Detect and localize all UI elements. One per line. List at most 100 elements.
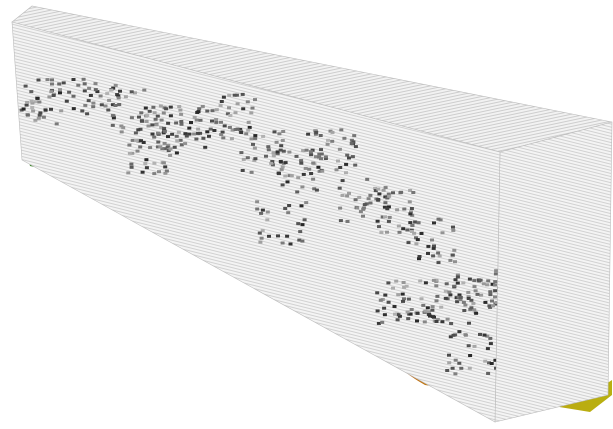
damage-cell xyxy=(486,347,490,350)
damage-cell xyxy=(483,360,487,363)
damage-cell xyxy=(387,220,391,223)
damage-cell xyxy=(163,165,167,168)
damage-cell xyxy=(139,111,143,114)
damage-cell xyxy=(435,299,439,302)
damage-cell xyxy=(314,131,318,134)
damage-cell xyxy=(486,372,490,375)
damage-cell xyxy=(94,82,98,85)
damage-cell xyxy=(283,207,287,210)
damage-cell xyxy=(300,204,304,207)
damage-cell xyxy=(141,171,145,174)
damage-cell xyxy=(301,223,305,226)
damage-cell xyxy=(338,166,342,169)
damage-cell xyxy=(49,90,53,93)
damage-cell xyxy=(466,291,470,294)
damage-cell xyxy=(468,354,472,357)
damage-cell xyxy=(67,91,71,94)
damage-cell xyxy=(255,200,259,203)
damage-cell xyxy=(347,157,351,160)
damage-cell xyxy=(432,221,436,224)
damage-cell xyxy=(24,85,28,88)
damage-cell xyxy=(408,212,412,215)
damage-cell xyxy=(42,116,46,119)
damage-cell xyxy=(359,210,363,213)
damage-cell xyxy=(296,222,300,225)
damage-cell xyxy=(467,322,471,325)
damage-cell xyxy=(309,153,313,156)
damage-cell xyxy=(344,163,348,166)
damage-cell xyxy=(451,229,455,232)
damage-cell xyxy=(253,137,257,140)
damage-cell xyxy=(62,81,66,84)
damage-cell xyxy=(354,145,358,148)
damage-cell xyxy=(430,239,434,242)
damage-cell xyxy=(276,234,280,237)
damage-cell xyxy=(114,84,118,87)
damage-cell xyxy=(152,162,156,165)
damage-cell xyxy=(346,220,350,223)
damage-cell xyxy=(339,128,343,131)
damage-cell xyxy=(261,135,265,138)
damage-cell xyxy=(152,172,156,175)
damage-cell xyxy=(309,150,313,153)
damage-cell xyxy=(148,110,152,113)
damage-cell xyxy=(423,310,427,313)
damage-cell xyxy=(151,106,155,109)
damage-cell xyxy=(251,143,255,146)
damage-cell xyxy=(376,309,380,312)
damage-cell xyxy=(382,189,386,192)
damage-cell xyxy=(251,107,255,110)
damage-cell xyxy=(195,119,199,122)
damage-cell xyxy=(228,114,232,117)
damage-cell xyxy=(55,122,59,125)
damage-cell xyxy=(353,164,357,167)
damage-cell xyxy=(488,293,492,296)
damage-cell xyxy=(160,119,164,122)
damage-cell xyxy=(383,201,387,204)
damage-cell xyxy=(414,242,418,245)
damage-cell xyxy=(401,293,405,296)
damage-cell xyxy=(272,154,276,157)
damage-cell xyxy=(38,114,42,117)
damage-cell xyxy=(241,93,245,96)
damage-cell xyxy=(441,231,445,234)
damage-cell xyxy=(407,298,411,301)
damage-cell xyxy=(405,285,409,288)
damage-cell xyxy=(410,308,414,311)
damage-cell xyxy=(341,194,345,197)
damage-cell xyxy=(421,304,425,307)
damage-cell xyxy=(239,131,243,134)
damage-cell xyxy=(145,120,149,123)
damage-cell xyxy=(377,192,381,195)
damage-cell xyxy=(210,120,214,123)
damage-cell xyxy=(205,130,209,133)
damage-cell xyxy=(44,109,48,112)
damage-cell xyxy=(341,179,345,182)
damage-cell xyxy=(445,369,449,372)
damage-cell xyxy=(430,309,434,312)
damage-cell xyxy=(402,281,406,284)
damage-cell xyxy=(117,96,121,99)
damage-cell xyxy=(128,152,132,155)
damage-cell xyxy=(471,302,475,305)
damage-cell xyxy=(137,116,141,119)
damage-cell xyxy=(219,133,223,136)
damage-cell xyxy=(124,95,128,98)
damage-cell xyxy=(214,118,218,121)
damage-cell xyxy=(426,252,430,255)
damage-cell xyxy=(197,107,201,110)
damage-cell xyxy=(452,334,456,337)
damage-cell xyxy=(239,151,243,154)
damage-cell xyxy=(246,100,250,103)
damage-cell xyxy=(451,254,455,257)
damage-cell xyxy=(37,117,41,120)
damage-cell xyxy=(367,197,371,200)
damage-cell xyxy=(253,134,257,137)
damage-cell xyxy=(462,301,466,304)
damage-cell xyxy=(158,145,162,148)
damage-cell xyxy=(273,130,277,133)
damage-cell xyxy=(166,122,170,125)
damage-cell xyxy=(453,372,457,375)
damage-cell xyxy=(345,154,349,157)
damage-cell xyxy=(342,137,346,140)
